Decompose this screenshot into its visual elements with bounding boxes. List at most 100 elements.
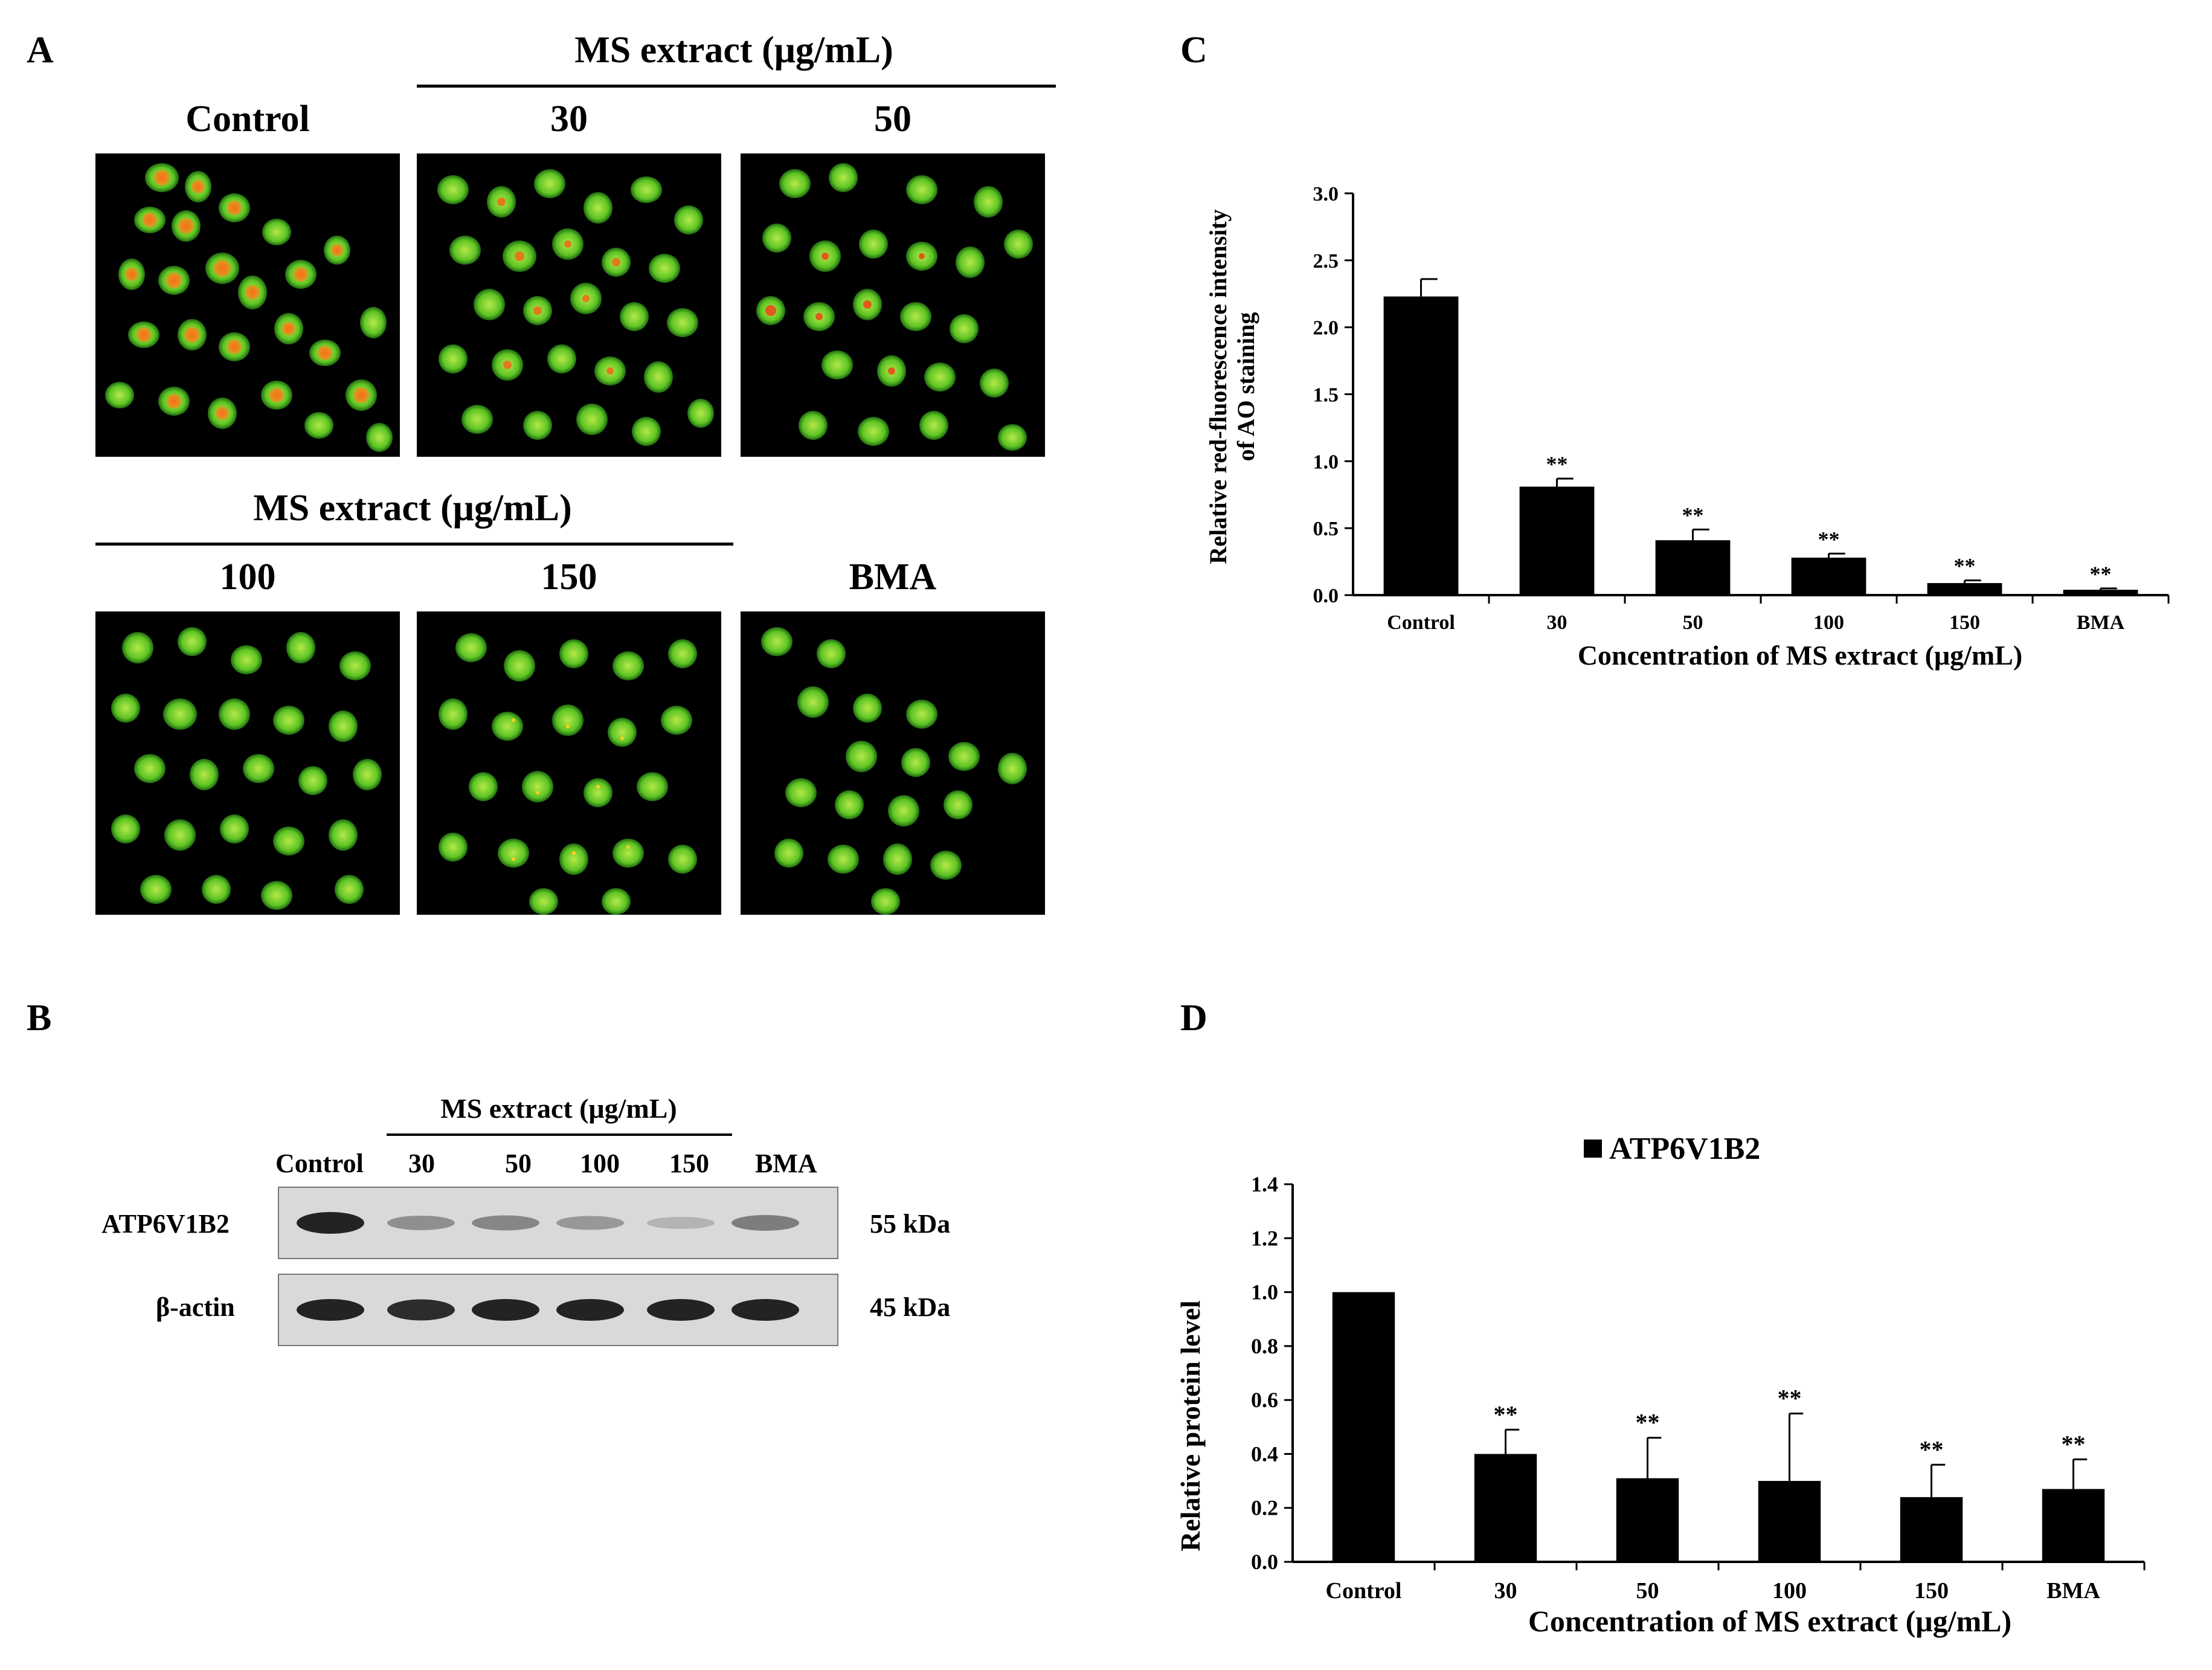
- lane-label-100: 100: [580, 1149, 620, 1178]
- blot-band-1-4: [647, 1299, 715, 1321]
- blot-band-1-1: [387, 1299, 455, 1321]
- blot-band-0-2: [472, 1215, 539, 1231]
- micrograph-30-cells: [437, 169, 714, 446]
- y-tick-label: 1.5: [1313, 384, 1339, 407]
- micrograph-100-cells: [111, 627, 382, 910]
- panel-c-chart: Relative red-fluorescence intensity of A…: [1196, 157, 2199, 701]
- label-100: 100: [219, 556, 276, 598]
- panel-a-group-header-top: MS extract (μg/mL): [574, 30, 893, 71]
- panel-c-x-label: Concentration of MS extract (μg/mL): [1578, 640, 2022, 671]
- panel-c-y-label: Relative red-fluorescence intensity of A…: [1204, 209, 1259, 564]
- micrograph-50-cells: [756, 163, 1033, 451]
- significance-marker: **: [1546, 452, 1568, 476]
- y-tick-label: 0.5: [1313, 518, 1339, 540]
- panel-d-y-label: Relative protein level: [1175, 1300, 1206, 1552]
- protein-label-atp6v1b2: ATP6V1B2: [101, 1209, 230, 1239]
- size-label-45kda: 45 kDa: [870, 1292, 951, 1322]
- panel-d-legend-swatch: [1584, 1140, 1602, 1158]
- panel-b-group-header: MS extract (μg/mL): [440, 1093, 677, 1124]
- size-label-55kda: 55 kDa: [870, 1209, 951, 1239]
- x-tick-label-50: 50: [1683, 611, 1703, 634]
- label-150: 150: [541, 556, 597, 598]
- lane-label-control: Control: [275, 1149, 364, 1178]
- blot-band-1-3: [556, 1299, 624, 1321]
- blot-atp6v1b2-bands: [297, 1212, 799, 1234]
- bar-150: [1900, 1497, 1963, 1562]
- y-tick-label: 1.4: [1251, 1172, 1278, 1196]
- significance-marker: **: [1778, 1384, 1802, 1411]
- x-tick-label-Control: Control: [1326, 1578, 1402, 1604]
- x-tick-label-30: 30: [1494, 1578, 1517, 1604]
- y-tick-label: 0.8: [1251, 1334, 1278, 1358]
- blot-atp6v1b2: [278, 1187, 838, 1259]
- y-tick-label: 1.0: [1313, 451, 1339, 473]
- significance-marker: **: [1682, 503, 1704, 527]
- blot-band-0-0: [297, 1212, 364, 1234]
- x-tick-label-150: 150: [1914, 1578, 1949, 1604]
- bar-50: [1616, 1478, 1679, 1562]
- significance-marker: **: [1636, 1409, 1660, 1436]
- micrograph-150-cells: [439, 633, 697, 915]
- y-tick-label: 3.0: [1313, 183, 1339, 205]
- bar-Control: [1383, 296, 1459, 595]
- bar-BMA: [2042, 1489, 2105, 1562]
- blot-beta-actin: [278, 1274, 838, 1346]
- panel-b-rule: [387, 1133, 732, 1136]
- panel-d-svg: ATP6V1B2 Relative protein level 0.0 0.2 0.…: [1175, 1132, 2146, 1638]
- x-tick-label-BMA: BMA: [2077, 611, 2125, 634]
- micrograph-bma: [741, 611, 1045, 915]
- x-tick-label-BMA: BMA: [2046, 1578, 2100, 1604]
- significance-marker: **: [1494, 1401, 1518, 1428]
- blot-band-1-5: [731, 1299, 799, 1321]
- bar-100: [1791, 557, 1866, 595]
- significance-marker: **: [1954, 554, 1976, 578]
- bar-100: [1758, 1481, 1821, 1562]
- lane-label-150: 150: [669, 1149, 709, 1178]
- x-tick-label-100: 100: [1772, 1578, 1807, 1604]
- x-tick-label-50: 50: [1636, 1578, 1659, 1604]
- panel-d-x-label: Concentration of MS extract (μg/mL): [1528, 1604, 2011, 1638]
- panel-c-svg: Relative red-fluorescence intensity of A…: [1204, 183, 2170, 671]
- label-30: 30: [550, 98, 588, 140]
- significance-marker: **: [1818, 527, 1840, 551]
- lane-label-30: 30: [408, 1149, 435, 1178]
- bar-BMA: [2063, 590, 2138, 595]
- panel-c-letter: C: [1180, 30, 1207, 71]
- significance-marker: **: [2062, 1430, 2086, 1457]
- label-50: 50: [874, 98, 911, 140]
- y-tick-label: 1.2: [1251, 1226, 1278, 1250]
- panel-b-letter: B: [27, 998, 52, 1039]
- bar-30: [1519, 486, 1595, 595]
- label-bma: BMA: [849, 556, 937, 598]
- panel-a-letter: A: [27, 30, 54, 71]
- panel-d-chart: ATP6V1B2 Relative protein level 0.0 0.2 0.…: [1172, 1112, 2199, 1655]
- y-tick-label: 0.6: [1251, 1388, 1278, 1412]
- blot-beta-actin-bands: [297, 1299, 799, 1321]
- panel-c-y-label-line1: Relative red-fluorescence intensity: [1204, 209, 1232, 564]
- blot-band-0-4: [647, 1217, 715, 1229]
- y-tick-label: 0.4: [1251, 1442, 1278, 1466]
- micrograph-control-cells: [105, 163, 393, 452]
- y-tick-label: 2.0: [1313, 317, 1339, 340]
- x-tick-label-30: 30: [1547, 611, 1567, 634]
- lane-label-50: 50: [505, 1149, 532, 1178]
- bar-30: [1474, 1454, 1537, 1562]
- panel-a-group-header-bottom: MS extract (μg/mL): [253, 488, 572, 529]
- blot-band-0-1: [387, 1216, 455, 1230]
- panel-a-rule-bottom: [95, 543, 733, 546]
- micrograph-control: [95, 153, 400, 457]
- significance-marker: **: [2090, 562, 2112, 586]
- micrograph-100: [95, 611, 400, 915]
- micrograph-30: [417, 153, 721, 457]
- micrograph-150: [417, 611, 721, 915]
- bar-Control: [1332, 1292, 1395, 1562]
- lane-label-bma: BMA: [755, 1149, 817, 1178]
- y-tick-label: 0.2: [1251, 1496, 1278, 1520]
- y-tick-label: 0.0: [1251, 1550, 1278, 1574]
- y-tick-label: 1.0: [1251, 1280, 1278, 1304]
- y-tick-label: 2.5: [1313, 250, 1339, 272]
- blot-band-1-2: [472, 1299, 539, 1321]
- x-tick-label-100: 100: [1813, 611, 1844, 634]
- x-tick-label-150: 150: [1949, 611, 1980, 634]
- blot-band-0-3: [556, 1216, 624, 1230]
